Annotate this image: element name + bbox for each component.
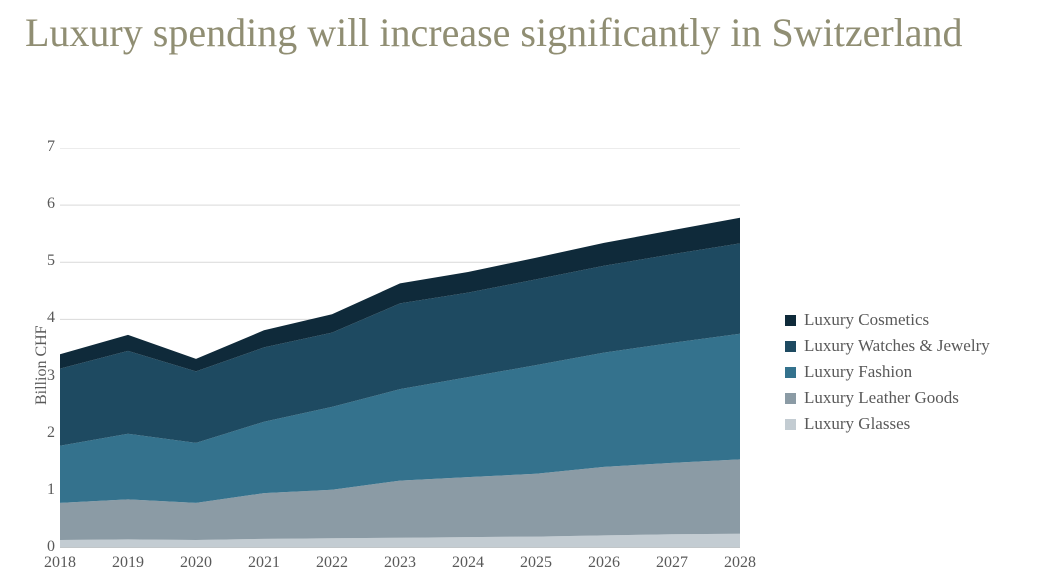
stacked-area-plot: [60, 148, 740, 548]
legend: Luxury Cosmetics Luxury Watches & Jewelry…: [785, 310, 990, 440]
legend-item[interactable]: Luxury Watches & Jewelry: [785, 336, 990, 356]
y-tick: 5: [15, 252, 55, 270]
legend-label: Luxury Cosmetics: [804, 310, 929, 330]
y-axis-label: Billion CHF: [33, 325, 51, 405]
y-tick: 6: [15, 195, 55, 213]
legend-item[interactable]: Luxury Cosmetics: [785, 310, 990, 330]
legend-swatch-icon: [785, 315, 796, 326]
legend-label: Luxury Watches & Jewelry: [804, 336, 990, 356]
y-tick: 1: [15, 481, 55, 499]
x-tick: 2018: [30, 554, 90, 572]
page: Luxury spending will increase significan…: [0, 0, 1043, 586]
legend-label: Luxury Leather Goods: [804, 388, 959, 408]
legend-item[interactable]: Luxury Glasses: [785, 414, 990, 434]
page-title: Luxury spending will increase significan…: [25, 10, 1013, 56]
legend-swatch-icon: [785, 367, 796, 378]
legend-swatch-icon: [785, 341, 796, 352]
legend-label: Luxury Fashion: [804, 362, 912, 382]
x-tick: 2023: [370, 554, 430, 572]
x-tick: 2028: [710, 554, 770, 572]
x-tick: 2027: [642, 554, 702, 572]
x-tick: 2024: [438, 554, 498, 572]
x-tick: 2026: [574, 554, 634, 572]
y-tick: 3: [15, 367, 55, 385]
y-tick: 2: [15, 424, 55, 442]
x-tick: 2025: [506, 554, 566, 572]
y-tick: 7: [15, 138, 55, 156]
legend-item[interactable]: Luxury Fashion: [785, 362, 990, 382]
x-tick: 2022: [302, 554, 362, 572]
x-tick: 2021: [234, 554, 294, 572]
legend-label: Luxury Glasses: [804, 414, 910, 434]
legend-swatch-icon: [785, 393, 796, 404]
x-tick: 2019: [98, 554, 158, 572]
y-tick: 4: [15, 309, 55, 327]
legend-item[interactable]: Luxury Leather Goods: [785, 388, 990, 408]
x-tick: 2020: [166, 554, 226, 572]
chart-area: [60, 148, 740, 548]
legend-swatch-icon: [785, 419, 796, 430]
